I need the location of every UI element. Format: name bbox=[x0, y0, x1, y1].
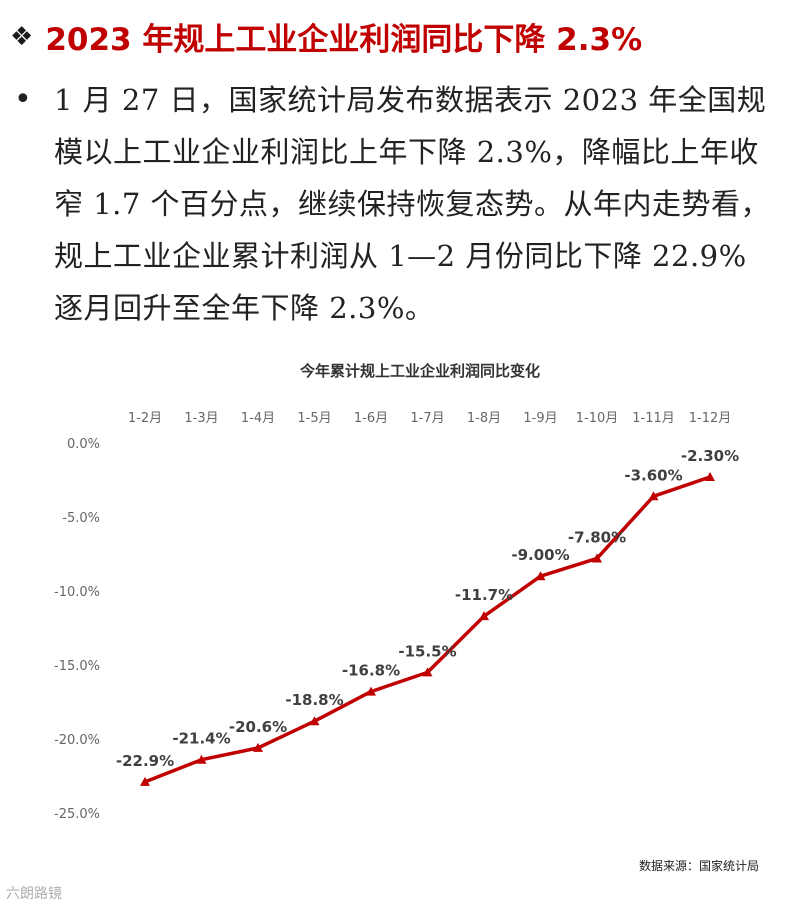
data-label: -21.4% bbox=[172, 730, 230, 748]
data-label: -15.5% bbox=[398, 642, 456, 660]
y-tick-label: -20.0% bbox=[54, 733, 100, 748]
x-tick-label: 1-6月 bbox=[354, 411, 388, 426]
data-label: -20.6% bbox=[229, 718, 287, 736]
x-tick-label: 1-12月 bbox=[689, 411, 732, 426]
data-point-marker bbox=[705, 472, 715, 482]
y-tick-label: -25.0% bbox=[54, 807, 100, 822]
y-tick-label: -10.0% bbox=[54, 585, 100, 600]
data-label: -11.7% bbox=[455, 586, 513, 604]
x-axis: 1-2月 1-3月 1-4月 1-5月 1-6月 1-7月 1-8月 1-9月 1-10月 1-1… bbox=[128, 411, 731, 426]
y-axis: 0.0% -5.0% -10.0% -15.0% -20.0% -25.0% bbox=[54, 437, 100, 822]
data-point-marker bbox=[592, 553, 602, 563]
markers bbox=[140, 472, 715, 786]
x-tick-label: 1-11月 bbox=[632, 411, 675, 426]
x-tick-label: 1-4月 bbox=[241, 411, 275, 426]
diamond-bullet-icon: ❖ bbox=[10, 21, 34, 52]
bullet-dot-icon: • bbox=[14, 82, 32, 117]
data-point-marker bbox=[648, 491, 659, 501]
y-tick-label: -5.0% bbox=[62, 511, 100, 526]
x-tick-label: 1-2月 bbox=[128, 411, 162, 426]
headline: ❖ 2023 年规上工业企业利润同比下降 2.3% bbox=[10, 14, 642, 59]
data-label: -2.30% bbox=[681, 447, 739, 465]
y-tick-label: -15.0% bbox=[54, 659, 100, 674]
data-point-marker bbox=[253, 742, 263, 752]
data-point-marker bbox=[479, 611, 489, 621]
data-point-marker bbox=[309, 716, 320, 726]
data-point-marker bbox=[366, 686, 376, 696]
profit-chart: 今年累计规上工业企业利润同比变化 0.0% -5.0% -10.0% -15.0% -2… bbox=[0, 345, 785, 885]
x-tick-label: 1-8月 bbox=[467, 411, 501, 426]
source-note: 数据来源：国家统计局 bbox=[638, 859, 759, 873]
data-point-marker bbox=[196, 754, 207, 764]
data-label: -16.8% bbox=[342, 662, 400, 680]
data-label: -3.60% bbox=[624, 466, 682, 484]
data-label: -22.9% bbox=[116, 752, 174, 770]
data-label: -9.00% bbox=[511, 546, 569, 564]
data-point-marker bbox=[140, 776, 150, 786]
data-label: -18.8% bbox=[285, 691, 343, 709]
data-point-marker bbox=[535, 571, 546, 581]
paragraph-text: 1 月 27 日，国家统计局发布数据表示 2023 年全国规模以上工业企业利润比… bbox=[54, 83, 771, 325]
data-labels: -22.9% -21.4%-20.6% -18.8% -16.8% -15.5% -11.… bbox=[116, 447, 739, 770]
data-point-marker bbox=[422, 667, 433, 677]
x-tick-label: 1-9月 bbox=[523, 411, 557, 426]
x-tick-label: 1-5月 bbox=[297, 411, 331, 426]
data-label: -7.80% bbox=[568, 528, 626, 546]
x-tick-label: 1-7月 bbox=[410, 411, 444, 426]
x-tick-label: 1-3月 bbox=[184, 411, 218, 426]
chart-title: 今年累计规上工业企业利润同比变化 bbox=[299, 362, 540, 380]
chart-svg: 今年累计规上工业企业利润同比变化 0.0% -5.0% -10.0% -15.0% -2… bbox=[54, 362, 739, 822]
watermark: 六朗路镜 bbox=[6, 886, 62, 902]
x-tick-label: 1-10月 bbox=[576, 411, 619, 426]
headline-text: 2023 年规上工业企业利润同比下降 2.3% bbox=[45, 22, 643, 58]
summary-paragraph: • 1 月 27 日，国家统计局发布数据表示 2023 年全国规模以上工业企业利… bbox=[14, 74, 776, 334]
y-tick-label: 0.0% bbox=[67, 437, 100, 452]
